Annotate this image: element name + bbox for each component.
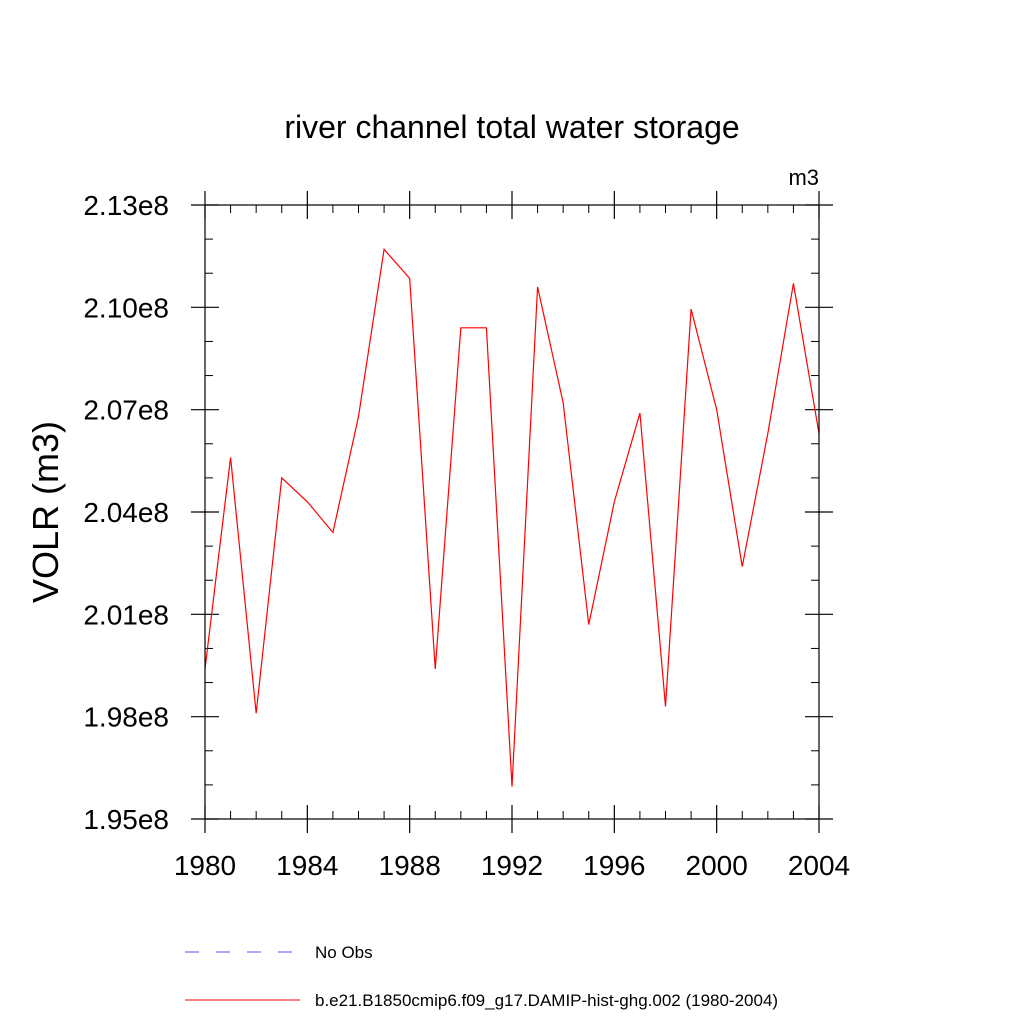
x-tick-label: 2004 (788, 850, 850, 881)
plot-frame (204, 204, 820, 820)
y-tick-label: 2.13e8 (83, 190, 169, 221)
y-tick-label: 2.04e8 (83, 497, 169, 528)
y-axis-label: VOLR (m3) (25, 421, 66, 603)
x-tick-label: 2000 (686, 850, 748, 881)
legend-label: b.e21.B1850cmip6.f09_g17.DAMIP-hist-ghg.… (315, 991, 778, 1010)
x-tick-label: 1984 (276, 850, 338, 881)
series-line (204, 247, 820, 787)
x-tick-label: 1988 (379, 850, 441, 881)
series-layer (204, 247, 820, 787)
chart-title: river channel total water storage (284, 109, 739, 145)
legend-label: No Obs (315, 943, 373, 962)
y-axis-ticks (191, 204, 833, 820)
x-axis-ticks (204, 191, 820, 833)
x-tick-label: 1996 (583, 850, 645, 881)
y-axis-tick-labels: 1.95e8 1.98e8 2.01e8 2.04e8 2.07e8 2.10e8 2.13… (83, 190, 169, 835)
y-tick-label: 2.01e8 (83, 599, 169, 630)
y-tick-label: 1.95e8 (83, 804, 169, 835)
y-tick-label: 2.10e8 (83, 292, 169, 323)
x-tick-label: 1992 (481, 850, 543, 881)
y-tick-label: 1.98e8 (83, 702, 169, 733)
x-tick-label: 1980 (174, 850, 236, 881)
legend: No Obs b.e21.B1850cmip6.f09_g17.DAMIP-his… (185, 943, 778, 1010)
x-axis-tick-labels: 1980 1984 1988 1992 1996 2000 2004 (174, 850, 850, 881)
units-label: m3 (788, 165, 819, 190)
y-tick-label: 2.07e8 (83, 395, 169, 426)
